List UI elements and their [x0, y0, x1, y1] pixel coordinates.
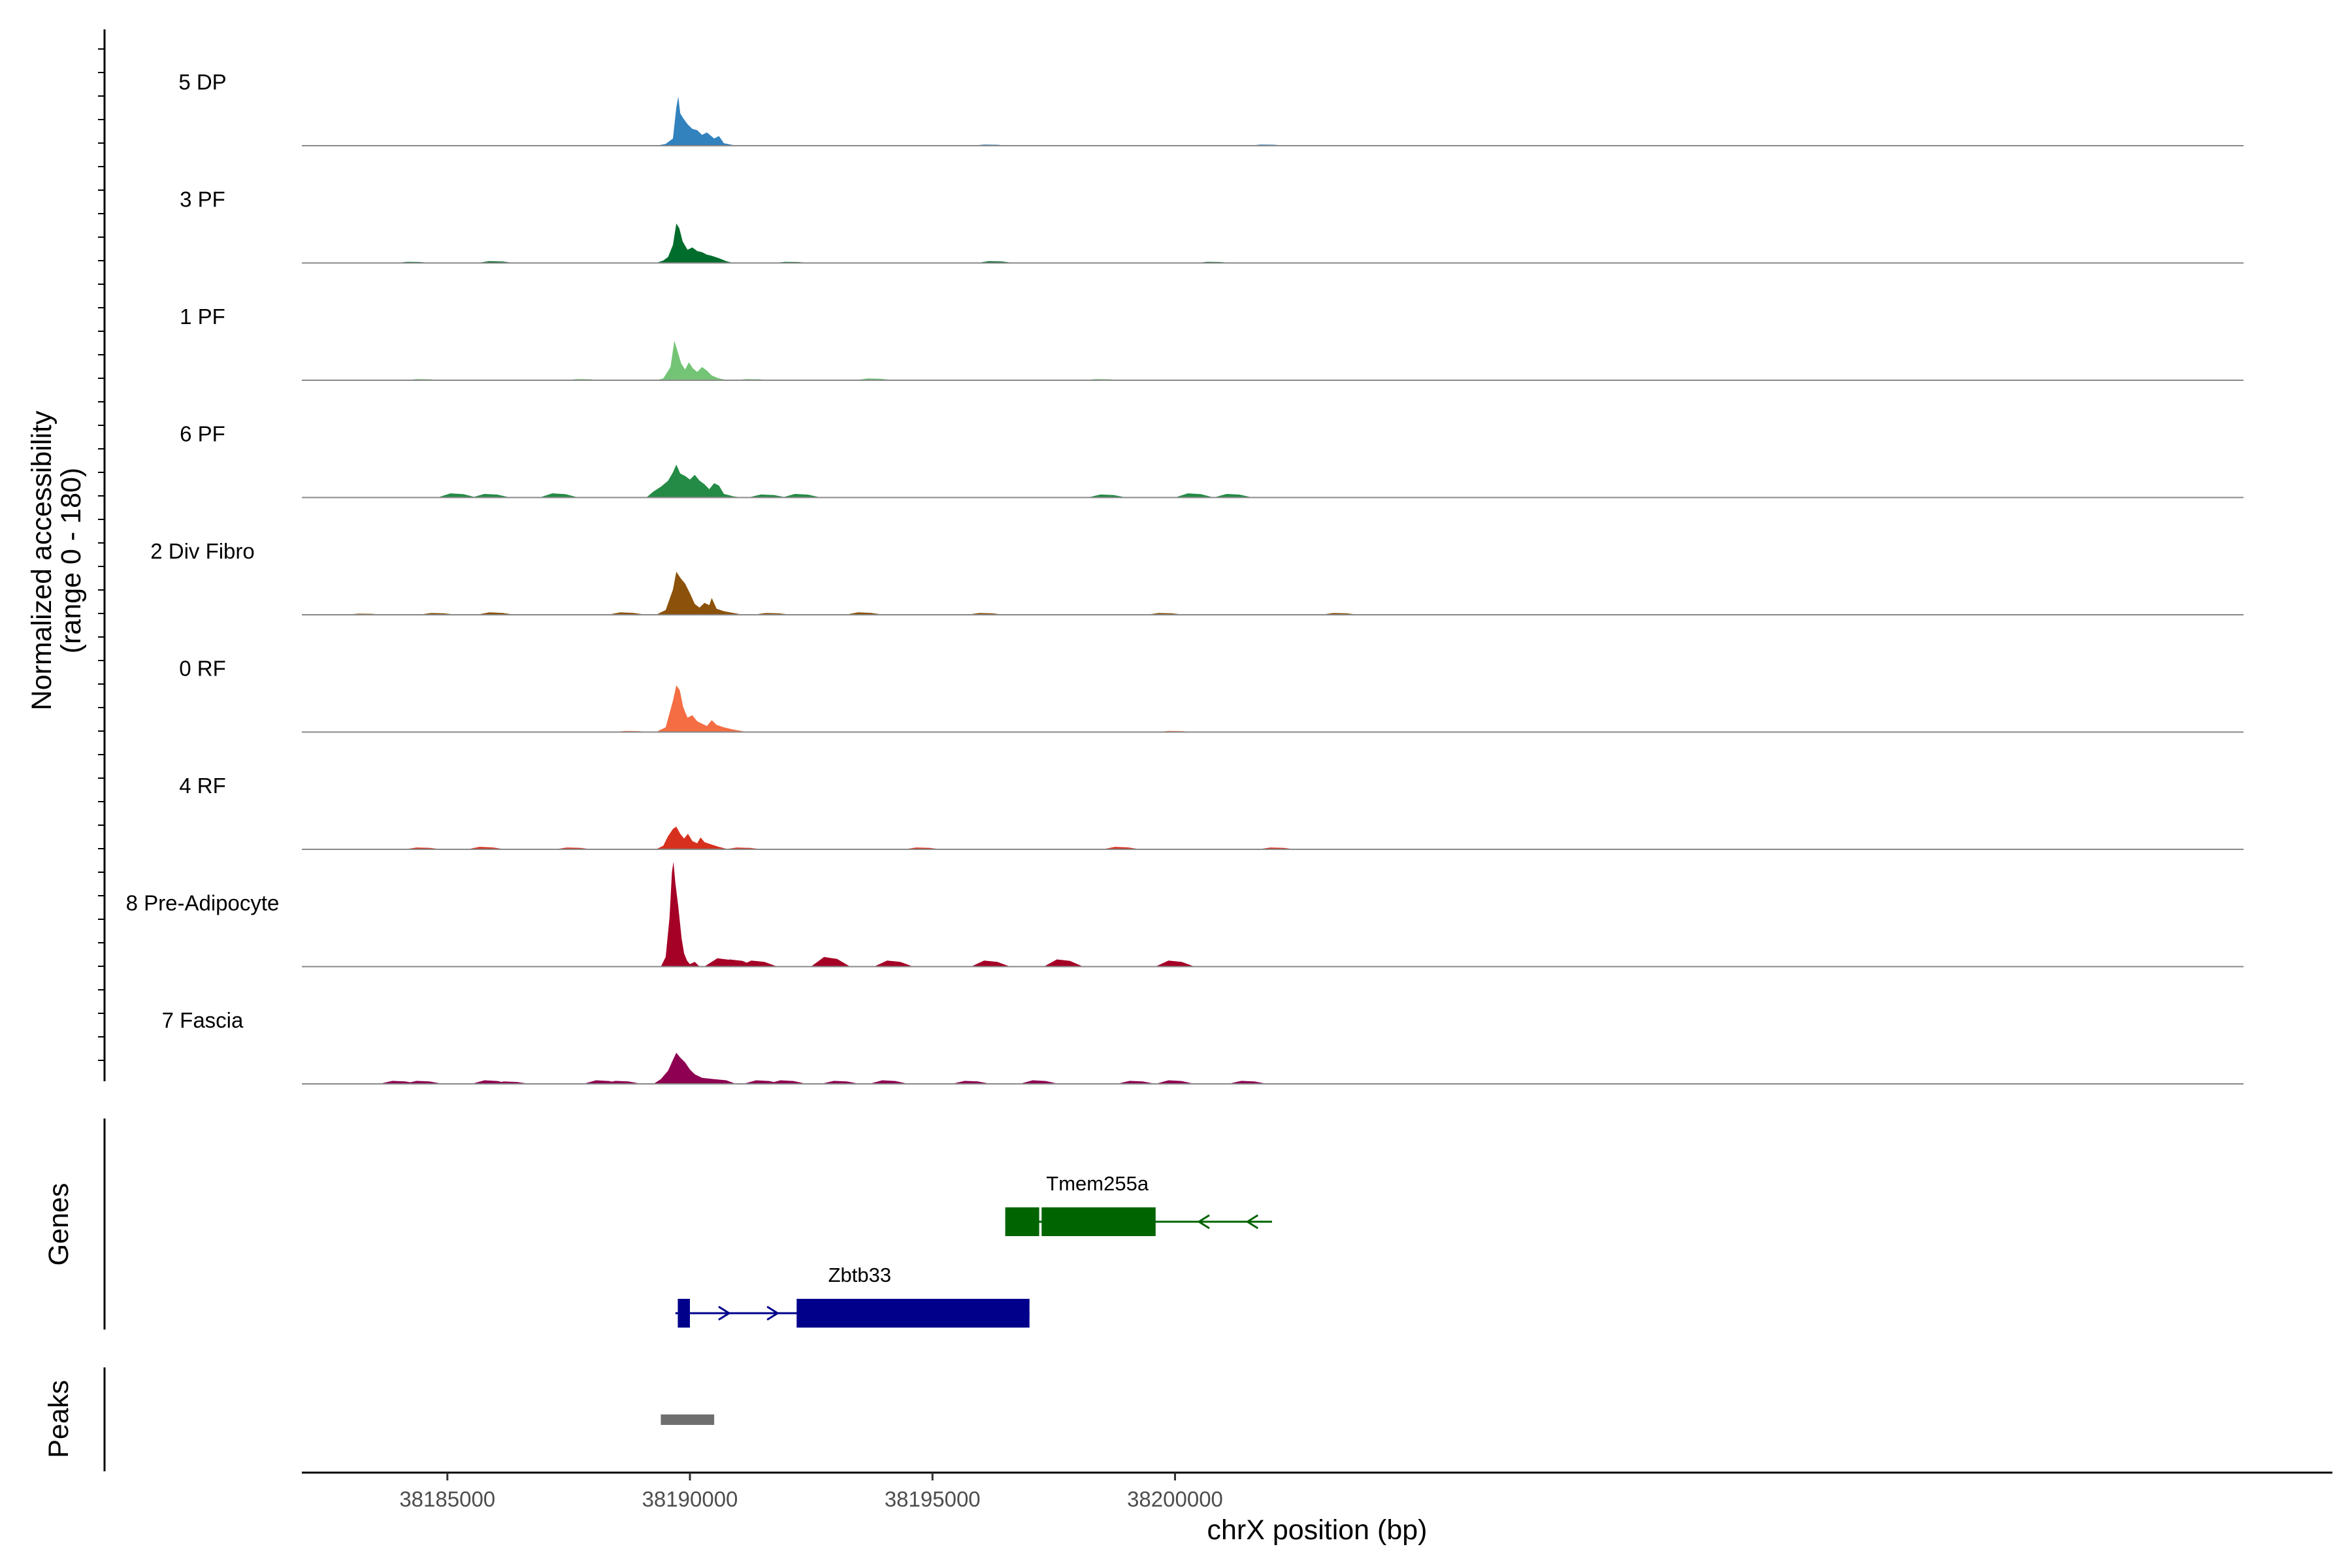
gene-models: Tmem255a Zbtb33	[675, 1172, 1272, 1328]
genes-title: Genes	[43, 1183, 74, 1266]
coverage-bump	[437, 493, 477, 498]
strand-arrow	[1197, 1214, 1210, 1230]
gene-label: Tmem255a	[1046, 1172, 1149, 1195]
coverage-bump	[767, 1080, 807, 1084]
x-tick-label: 38195000	[885, 1487, 981, 1511]
strand-arrow	[718, 1305, 731, 1321]
coverage-track: 8 Pre-Adipocyte	[126, 862, 2244, 968]
coverage-bump	[869, 1080, 909, 1084]
coverage-area	[656, 572, 743, 615]
track-label: 0 RF	[179, 657, 226, 681]
x-tick-label: 38190000	[642, 1487, 738, 1511]
coverage-bump	[951, 1081, 991, 1084]
track-label: 6 PF	[180, 422, 225, 446]
track-label: 7 Fascia	[162, 1008, 244, 1032]
gene-exon	[678, 1299, 690, 1328]
coverage-area	[653, 1053, 736, 1084]
coverage-bump	[1043, 959, 1083, 967]
peak-regions	[661, 1414, 715, 1425]
coverage-bump	[811, 956, 851, 967]
coverage-tracks: 5 DP 3 PF 1 PF 6 PF 2 Div Fibro 0 RF 4 RF 8 Pre…	[126, 70, 2244, 1085]
track-label: 1 PF	[180, 304, 225, 329]
coverage-bump	[1155, 1080, 1195, 1084]
coverage-bump	[1175, 493, 1215, 498]
gene-exon	[796, 1299, 1030, 1328]
coverage-track: 7 Fascia	[162, 1008, 2244, 1085]
coverage-bump	[471, 494, 511, 498]
gene-model: Tmem255a	[1005, 1172, 1272, 1236]
x-axis-ticks: 38185000 38190000 38195000 38200000	[399, 1473, 1223, 1511]
coverage-bump	[403, 1081, 443, 1084]
coverage-track: 2 Div Fibro	[150, 539, 2244, 615]
coverage-area	[661, 862, 700, 967]
x-axis: 38185000 38190000 38195000 38200000 chrX po…	[302, 1471, 2332, 1546]
track-label: 3 PF	[180, 188, 225, 212]
coverage-area	[656, 826, 729, 849]
track-label: 8 Pre-Adipocyte	[126, 891, 280, 915]
strand-arrow	[1245, 1214, 1259, 1230]
x-tick-label: 38200000	[1127, 1487, 1223, 1511]
coverage-y-axis	[98, 29, 106, 1081]
coverage-track: 0 RF	[179, 657, 2244, 733]
coverage-bump	[738, 960, 777, 967]
coverage-area	[656, 685, 749, 732]
coverage-track: 3 PF	[180, 188, 2244, 264]
gene-exon	[1005, 1207, 1039, 1236]
coverage-bump	[602, 1081, 642, 1084]
coverage-area	[656, 340, 729, 380]
coverage-bump	[821, 1081, 860, 1084]
coverage-bump	[1228, 1081, 1267, 1084]
coverage-area	[656, 223, 734, 263]
coverage-bump	[1213, 494, 1253, 498]
gene-model: Zbtb33	[675, 1264, 1030, 1328]
x-tick-label: 38185000	[399, 1487, 495, 1511]
coverage-bump	[874, 960, 913, 967]
coverage-bump	[1087, 494, 1127, 498]
genes-panel: Genes Tmem255a Zbtb33	[43, 1119, 1272, 1330]
gene-label: Zbtb33	[828, 1264, 892, 1286]
coverage-track: 4 RF	[179, 774, 2244, 850]
gene-exon	[1041, 1207, 1156, 1236]
coverage-bump	[1117, 1081, 1156, 1084]
peaks-title: Peaks	[43, 1380, 74, 1458]
coverage-bump	[1019, 1080, 1059, 1084]
coverage-track: 5 DP	[178, 70, 2244, 146]
coverage-area	[646, 465, 743, 498]
coverage-bump	[1155, 960, 1195, 967]
coverage-bump	[747, 494, 787, 498]
coverage-area	[656, 96, 743, 146]
coverage-track: 6 PF	[180, 422, 2244, 498]
x-axis-title: chrX position (bp)	[1207, 1514, 1428, 1546]
peaks-panel: Peaks	[43, 1367, 715, 1471]
y-axis-title: Normalized accessibility	[26, 410, 57, 710]
coverage-bump	[539, 493, 579, 498]
peak-region	[661, 1414, 715, 1425]
y-axis-subtitle: (range 0 - 180)	[56, 468, 87, 653]
coverage-track: 1 PF	[180, 304, 2244, 381]
coverage-bump	[781, 494, 821, 498]
strand-arrow	[766, 1305, 780, 1321]
track-label: 4 RF	[179, 774, 226, 798]
track-label: 2 Div Fibro	[150, 539, 255, 563]
coverage-bump	[971, 960, 1011, 967]
track-label: 5 DP	[178, 70, 226, 94]
